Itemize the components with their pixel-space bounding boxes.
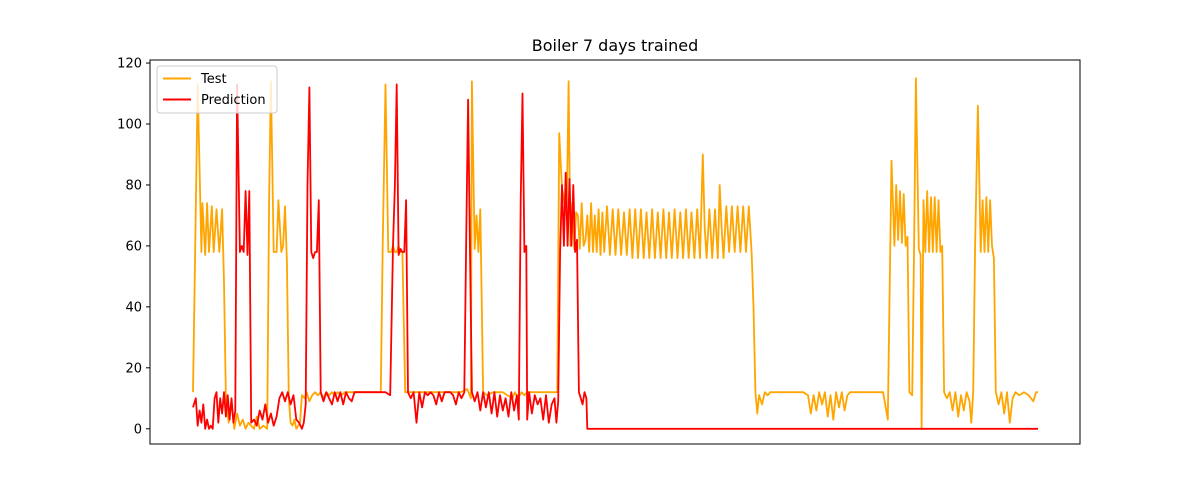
plot-frame	[149, 59, 1081, 445]
y-axis: 0 20 40 60 80 100 120	[117, 57, 150, 437]
y-tick-label: 80	[125, 178, 142, 193]
series-layer	[192, 77, 1038, 430]
legend: Test Prediction	[156, 65, 278, 114]
series-line-test	[192, 77, 1038, 430]
y-tick-label: 100	[117, 118, 142, 133]
series-line-prediction	[192, 83, 1038, 430]
legend-label-prediction: Prediction	[201, 93, 266, 108]
y-tick-label: 0	[134, 422, 142, 437]
y-tick-label: 60	[125, 239, 142, 254]
y-tick-label: 120	[117, 57, 142, 72]
legend-label-test: Test	[200, 72, 227, 87]
y-tick-label: 20	[125, 361, 142, 376]
y-tick-label: 40	[125, 300, 142, 315]
chart-title: Boiler 7 days trained	[532, 36, 699, 55]
